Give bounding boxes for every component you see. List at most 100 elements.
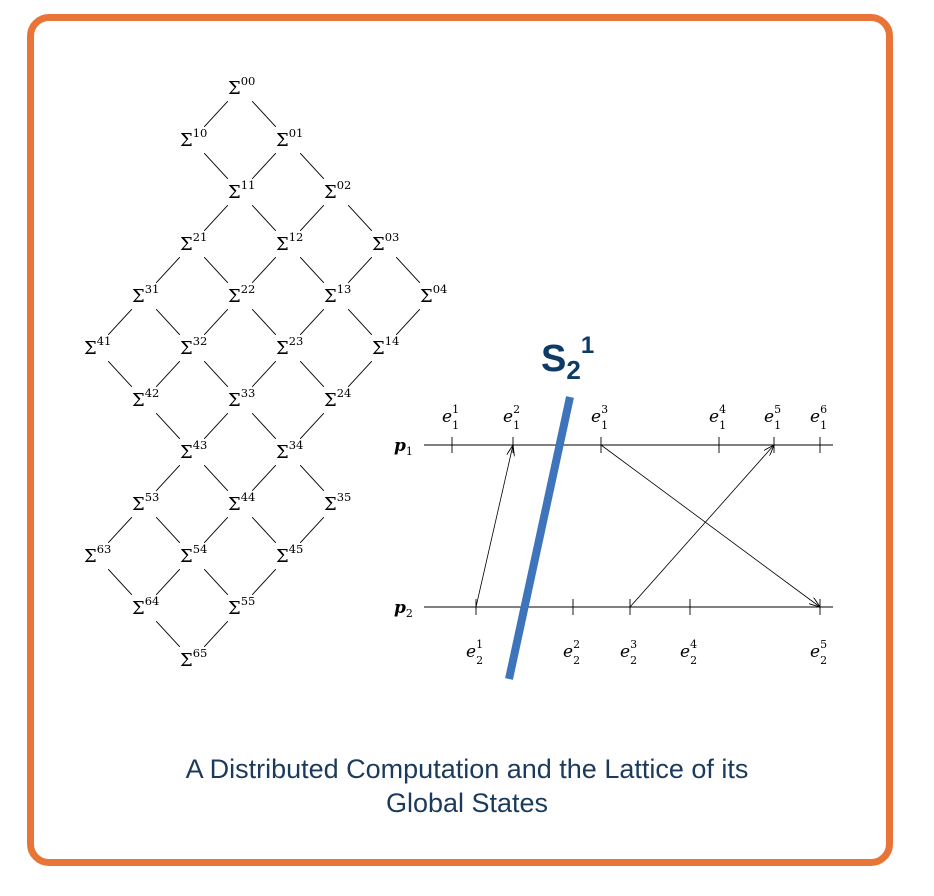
- process-labels: p1 p2: [394, 436, 413, 620]
- lattice-edge: [203, 516, 229, 544]
- caption-line-2: Global States: [385, 788, 549, 818]
- lattice-edge: [347, 308, 373, 336]
- lattice-edge: [251, 360, 277, 388]
- event-label-e21: e1 2: [466, 638, 483, 667]
- lattice-state-44: Σ44: [228, 490, 255, 515]
- lattice-edge: [299, 464, 325, 492]
- caption: A Distributed Computation and the Lattic…: [0, 752, 934, 820]
- lattice-edge: [203, 412, 229, 440]
- lattice-nodes: Σ00 Σ10 Σ01 Σ11 Σ02 Σ21 Σ12 Σ03 Σ31 Σ22 Σ13 Σ04 Σ41 Σ…: [84, 74, 447, 671]
- lattice-edge: [299, 204, 325, 232]
- lattice-state-14: Σ14: [372, 334, 399, 359]
- lattice-state-13: Σ13: [324, 282, 351, 307]
- lattice-edge: [251, 100, 277, 128]
- lattice-edge: [251, 412, 277, 440]
- event-label-e11: e1 1: [442, 403, 459, 432]
- lattice-state-11: Σ11: [228, 178, 255, 203]
- lattice-edge: [347, 360, 373, 388]
- lattice-state-01: Σ01: [276, 126, 303, 151]
- lattice-edge: [299, 516, 325, 544]
- lattice-edge: [107, 568, 133, 596]
- message-e23-e15: [629, 445, 774, 608]
- lattice-edge: [299, 360, 325, 388]
- lattice-state-12: Σ12: [276, 230, 303, 255]
- lattice-edge: [395, 256, 421, 284]
- cut-label: S21: [541, 332, 594, 385]
- lattice-edge: [155, 308, 181, 336]
- lattice-edge: [155, 516, 181, 544]
- lattice-state-33: Σ33: [228, 386, 255, 411]
- caption-line-1: A Distributed Computation and the Lattic…: [185, 754, 749, 784]
- event-label-e13: e3 1: [591, 403, 608, 432]
- lattice-edge: [347, 204, 373, 232]
- lattice-edge: [299, 256, 325, 284]
- lattice-edge: [251, 516, 277, 544]
- process-label-p2: p2: [394, 598, 413, 620]
- lattice-edge: [395, 308, 421, 336]
- lattice-edge: [155, 256, 181, 284]
- lattice-state-42: Σ42: [132, 386, 159, 411]
- lattice-edge: [299, 412, 325, 440]
- lattice-edge: [203, 308, 229, 336]
- lattice-state-23: Σ23: [276, 334, 303, 359]
- lattice-edge: [251, 152, 277, 180]
- lattice-edge: [155, 360, 181, 388]
- message-e13-e25: [600, 444, 820, 607]
- lattice-edge: [347, 256, 373, 284]
- lattice-edge: [203, 256, 229, 284]
- process-label-p1: p1: [394, 436, 413, 458]
- event-label-e14: e4 1: [709, 403, 726, 432]
- distributed-computation: e1 1 e2 1 e3 1 e4 1 e5 1 e6 1 e1 2 e2 2 e3 2 e4 2 e5 2 p1 p2 S…: [394, 332, 833, 680]
- lattice-state-32: Σ32: [180, 334, 207, 359]
- lattice-state-02: Σ02: [324, 178, 351, 203]
- lattice-edge: [251, 568, 277, 596]
- lattice-state-63: Σ63: [84, 542, 111, 567]
- lattice-state-53: Σ53: [132, 490, 159, 515]
- lattice-edge: [203, 360, 229, 388]
- lattice-edge: [155, 620, 181, 648]
- lattice-state-43: Σ43: [180, 438, 207, 463]
- lattice-edge: [203, 204, 229, 232]
- lattice-edge: [251, 308, 277, 336]
- lattice-state-03: Σ03: [372, 230, 399, 255]
- event-label-e23: e3 2: [620, 638, 637, 667]
- event-label-e15: e5 1: [764, 403, 781, 432]
- lattice-state-10: Σ10: [180, 126, 207, 151]
- lattice-state-04: Σ04: [420, 282, 447, 307]
- lattice-state-65: Σ65: [180, 646, 207, 671]
- lattice-edge: [299, 152, 325, 180]
- event-labels: e1 1 e2 1 e3 1 e4 1 e5 1 e6 1 e1 2 e2 2 e3 2 e4 2 e5 2: [442, 403, 827, 667]
- lattice-state-00: Σ00: [228, 74, 255, 99]
- lattice-edge: [203, 100, 229, 128]
- lattice-edge: [107, 516, 133, 544]
- event-label-e22: e2 2: [563, 638, 580, 667]
- lattice-state-34: Σ34: [276, 438, 303, 463]
- process-timelines: [424, 437, 833, 615]
- lattice-edge: [203, 464, 229, 492]
- lattice-edge: [299, 308, 325, 336]
- message-e21-e12: [475, 445, 513, 608]
- lattice-edge: [203, 568, 229, 596]
- event-label-e25: e5 2: [810, 638, 827, 667]
- lattice-state-31: Σ31: [132, 282, 159, 307]
- lattice-edge: [155, 568, 181, 596]
- lattice-state-24: Σ24: [324, 386, 351, 411]
- lattice-state-45: Σ45: [276, 542, 303, 567]
- lattice-state-41: Σ41: [84, 334, 111, 359]
- lattice-edge: [155, 412, 181, 440]
- lattice-edge: [251, 204, 277, 232]
- lattice-edge: [251, 256, 277, 284]
- lattice-state-64: Σ64: [132, 594, 159, 619]
- event-label-e24: e4 2: [680, 638, 697, 667]
- lattice-edge: [107, 308, 133, 336]
- diagram-frame: [27, 14, 893, 866]
- lattice-edge: [251, 464, 277, 492]
- lattice-edge: [203, 152, 229, 180]
- lattice-state-55: Σ55: [228, 594, 255, 619]
- lattice-state-21: Σ21: [180, 230, 207, 255]
- lattice-edge: [107, 360, 133, 388]
- lattice-state-22: Σ22: [228, 282, 255, 307]
- lattice-edge: [155, 464, 181, 492]
- lattice-state-54: Σ54: [180, 542, 207, 567]
